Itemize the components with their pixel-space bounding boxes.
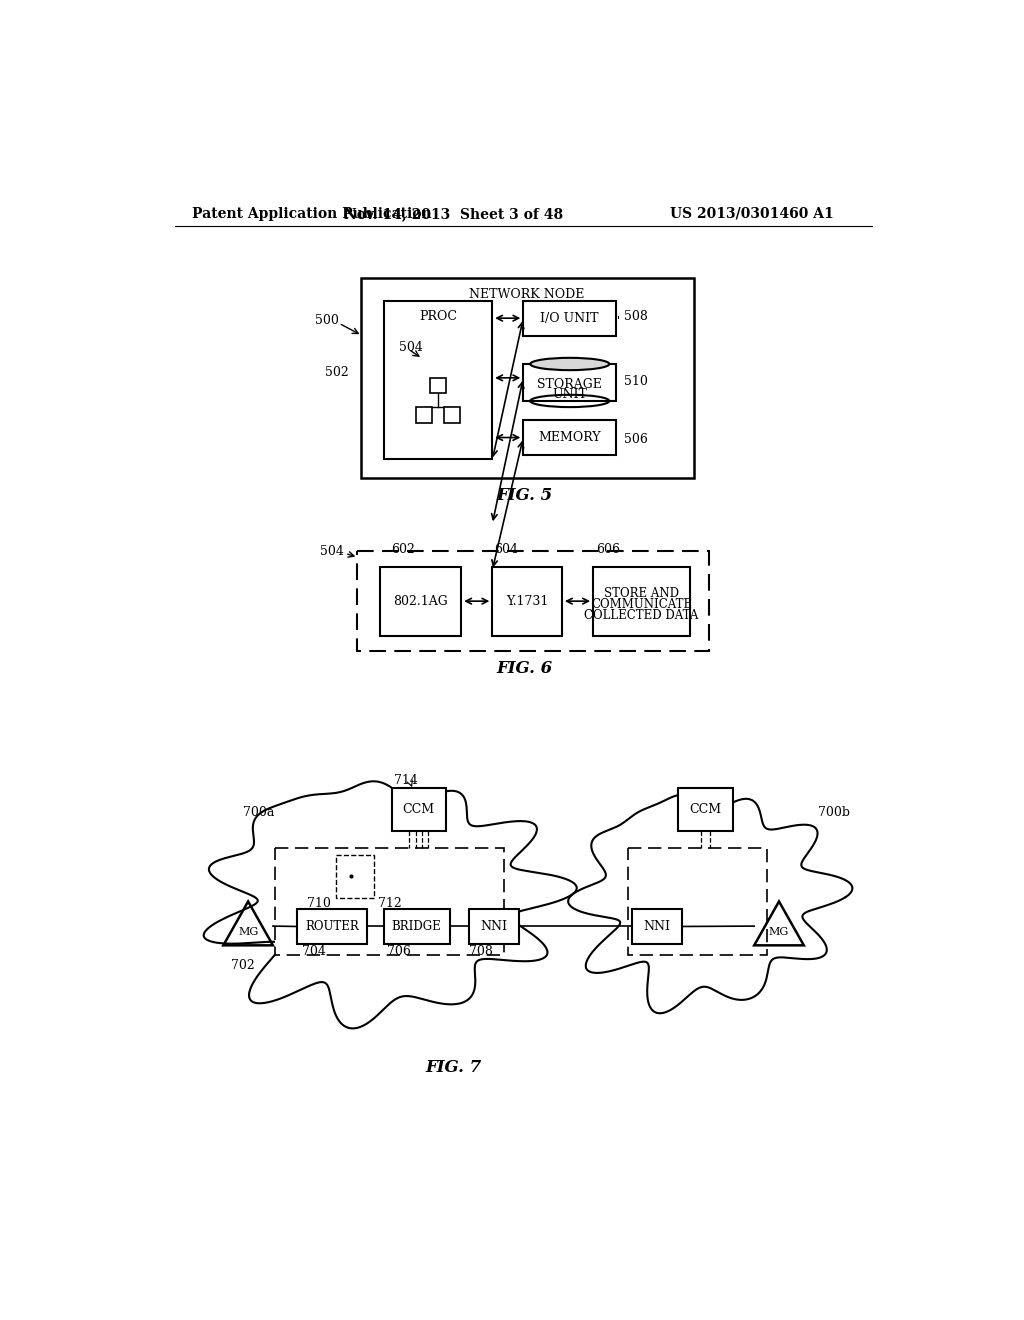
Bar [384, 909, 450, 944]
Text: 606: 606 [596, 543, 621, 556]
Text: I/O UNIT: I/O UNIT [541, 312, 599, 325]
Bar [275, 847, 504, 956]
Text: Nov. 14, 2013  Sheet 3 of 48: Nov. 14, 2013 Sheet 3 of 48 [344, 207, 563, 220]
Text: NETWORK NODE: NETWORK NODE [469, 288, 585, 301]
Text: FIG. 7: FIG. 7 [425, 1059, 481, 1076]
Bar [523, 420, 616, 455]
Text: NNI: NNI [643, 920, 671, 933]
Text: 510: 510 [624, 375, 648, 388]
Text: ROUTER: ROUTER [305, 920, 358, 933]
Text: COMMUNICATE: COMMUNICATE [591, 598, 692, 611]
Text: UNIT: UNIT [552, 388, 587, 401]
Bar [356, 552, 710, 651]
Text: CCM: CCM [402, 803, 434, 816]
Text: 708: 708 [469, 945, 493, 958]
Bar [430, 378, 445, 393]
Text: 704: 704 [302, 945, 326, 958]
Text: 500: 500 [315, 314, 339, 326]
Text: MG: MG [238, 927, 258, 937]
Text: 700b: 700b [818, 807, 850, 820]
Bar [444, 407, 460, 422]
Text: 802.1AG: 802.1AG [393, 594, 447, 607]
Text: 714: 714 [393, 774, 418, 787]
Text: 508: 508 [624, 310, 648, 323]
Bar [678, 788, 732, 830]
Text: MG: MG [769, 927, 790, 937]
Text: BRIDGE: BRIDGE [392, 920, 441, 933]
Text: MEMORY: MEMORY [539, 432, 601, 444]
Bar [628, 847, 767, 956]
Bar [417, 407, 432, 422]
Text: NNI: NNI [480, 920, 508, 933]
Bar [297, 909, 367, 944]
Bar [360, 277, 693, 478]
Text: STORAGE: STORAGE [538, 378, 602, 391]
Bar [384, 301, 493, 459]
Text: STORE AND: STORE AND [604, 587, 679, 601]
Text: 604: 604 [494, 543, 518, 556]
Text: CCM: CCM [689, 803, 722, 816]
Bar [336, 855, 375, 898]
Bar [391, 788, 445, 830]
Text: 710: 710 [307, 898, 331, 911]
Bar [632, 909, 682, 944]
Bar [469, 909, 519, 944]
Ellipse shape [530, 358, 609, 370]
Text: FIG. 5: FIG. 5 [497, 487, 553, 504]
Bar [380, 566, 461, 636]
Text: Patent Application Publication: Patent Application Publication [191, 207, 431, 220]
Text: 504: 504 [399, 341, 423, 354]
Text: 702: 702 [230, 958, 255, 972]
Text: 504: 504 [319, 545, 343, 557]
Bar [523, 364, 616, 401]
Text: FIG. 6: FIG. 6 [497, 660, 553, 677]
Bar [493, 566, 562, 636]
Bar [523, 301, 616, 335]
Text: 502: 502 [326, 366, 349, 379]
Bar [593, 566, 690, 636]
Text: 706: 706 [387, 945, 412, 958]
Text: PROC: PROC [419, 310, 457, 323]
Text: 700a: 700a [243, 807, 274, 820]
Text: COLLECTED DATA: COLLECTED DATA [585, 609, 698, 622]
Text: US 2013/0301460 A1: US 2013/0301460 A1 [671, 207, 835, 220]
Text: 506: 506 [624, 433, 648, 446]
Text: 602: 602 [391, 543, 416, 556]
Text: 712: 712 [378, 898, 401, 911]
Text: Y.1731: Y.1731 [506, 594, 548, 607]
